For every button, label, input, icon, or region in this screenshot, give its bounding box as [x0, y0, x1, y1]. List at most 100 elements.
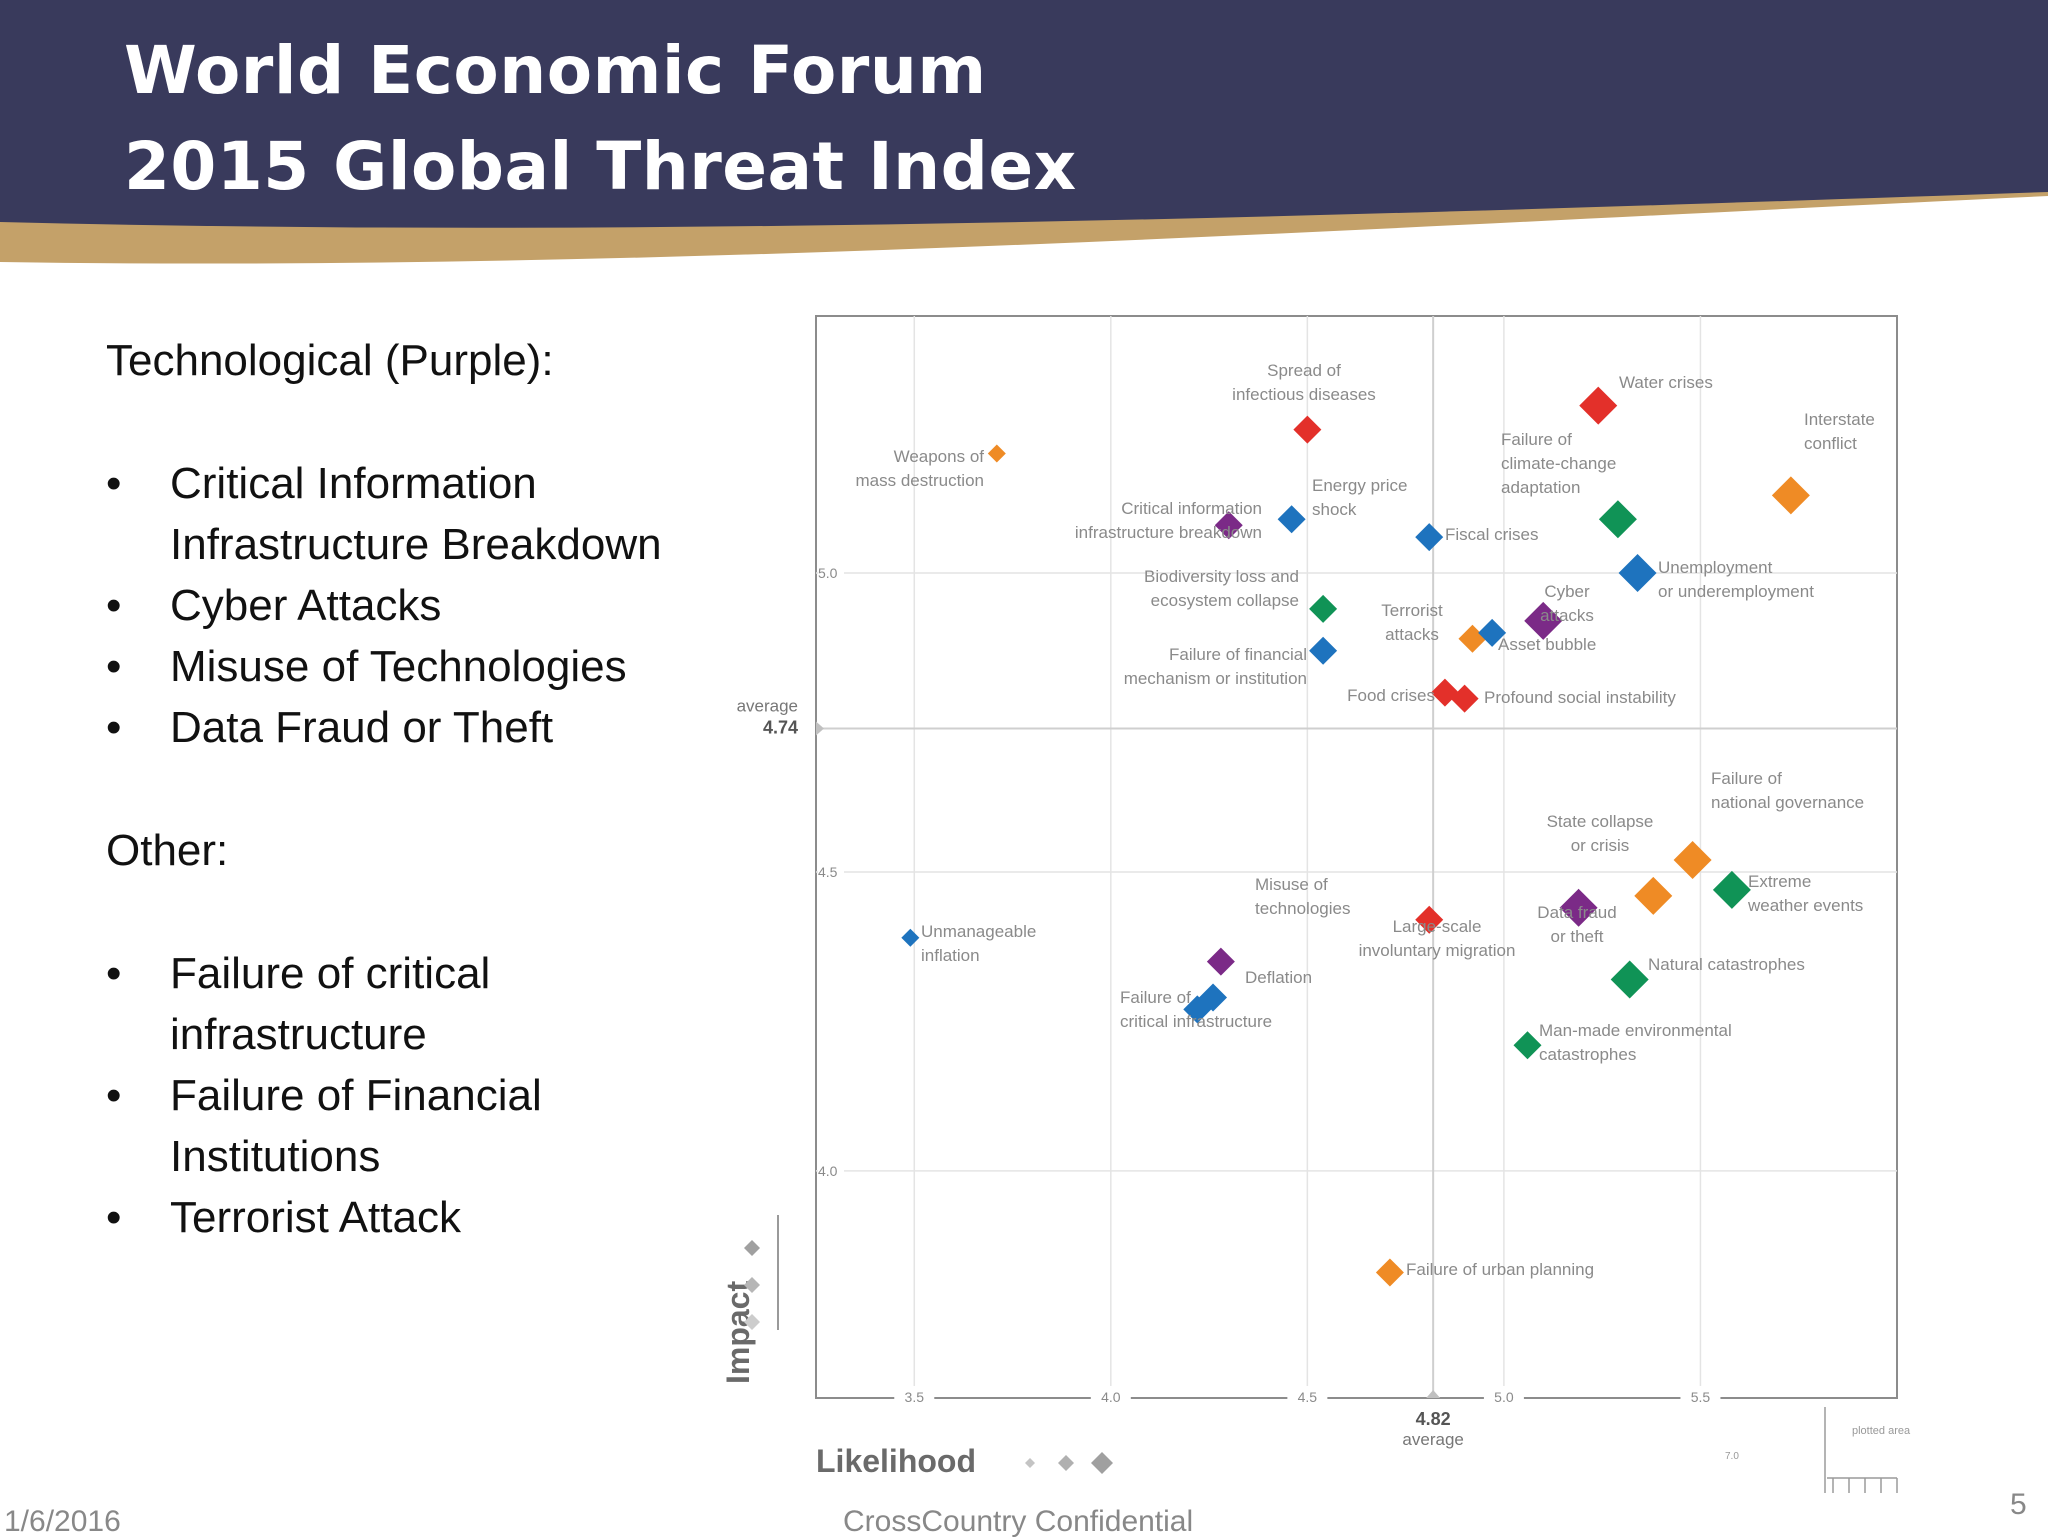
impact-scale-marker [744, 1314, 760, 1330]
risk-point [1415, 523, 1444, 552]
risk-point [1712, 870, 1751, 909]
y-tick-label-bg [818, 563, 844, 582]
y-average-marker [816, 721, 824, 736]
page-number: 5 [2010, 1488, 2027, 1521]
x-tick-label-bg [894, 1386, 935, 1406]
risk-label: Failure of critical infrastructure [1120, 988, 1272, 1031]
y-average-value: 4.74 [763, 717, 798, 737]
page-title-line-1: World Economic Forum [124, 32, 987, 109]
y-axis-title: Impact [720, 1281, 756, 1384]
y-tick-label: 5.0 [818, 565, 838, 581]
list-item: Failure of critical infrastructure [106, 943, 666, 1065]
plotted-area-value: 7.0 [1725, 1451, 1739, 1462]
likelihood-scale-marker [1058, 1455, 1074, 1471]
y-tick-label: 4.0 [818, 1163, 838, 1179]
y-tick-label-bg [818, 861, 844, 880]
risk-point [1277, 505, 1306, 534]
list-item: Misuse of Technologies [106, 636, 666, 697]
x-average-value: 4.82 [1416, 1409, 1451, 1429]
risk-label: Water crises [1619, 373, 1713, 392]
threat-notes: Technological (Purple): Critical Informa… [106, 330, 666, 1310]
risk-point [1450, 684, 1479, 713]
risk-label: Unemployment or underemployment [1658, 558, 1814, 601]
risk-label: Cyber attacks [1540, 582, 1594, 625]
x-tick-label: 5.5 [1691, 1389, 1711, 1405]
x-average-label: average [1402, 1430, 1463, 1449]
list-item: Terrorist Attack [106, 1187, 666, 1248]
risk-label: Deflation [1245, 968, 1312, 987]
risk-label: Critical information infrastructure break… [1075, 499, 1262, 542]
technological-heading: Technological (Purple): [106, 336, 554, 385]
likelihood-scale-marker [1091, 1452, 1113, 1474]
risk-label: Extreme weather events [1747, 872, 1863, 915]
risk-label: Unmanageable inflation [921, 922, 1036, 965]
other-list: Failure of critical infrastructure Failu… [106, 943, 666, 1248]
list-item: Cyber Attacks [106, 575, 666, 636]
x-tick-label-bg [1090, 1386, 1131, 1406]
x-axis-title: Likelihood [816, 1443, 976, 1479]
risk-label: Energy price shock [1312, 476, 1407, 519]
risk-point [1610, 960, 1649, 999]
risk-label: Profound social instability [1484, 688, 1676, 707]
x-tick-label: 4.0 [1101, 1389, 1121, 1405]
navy-header-band [0, 0, 2048, 228]
risk-label: Natural catastrophes [1648, 955, 1805, 974]
risk-label: Spread of infectious diseases [1232, 361, 1376, 404]
risk-point [1673, 840, 1712, 879]
x-tick-label: 3.5 [905, 1389, 925, 1405]
footer-date: 1/6/2016 [4, 1505, 121, 1538]
risk-point [901, 928, 920, 947]
y-average-label: average [737, 696, 798, 715]
plotted-area-note: plotted area [1852, 1425, 1911, 1437]
risk-point [1309, 636, 1338, 665]
x-average-marker [1426, 1390, 1441, 1398]
risk-label: Failure of climate-change adaptation [1501, 430, 1616, 497]
risk-point [1375, 1258, 1404, 1287]
list-item: Critical Information Infrastructure Brea… [106, 453, 666, 575]
technological-list: Critical Information Infrastructure Brea… [106, 453, 666, 758]
other-heading: Other: [106, 826, 229, 875]
y-tick-label: 4.5 [818, 864, 838, 880]
likelihood-scale-marker [1025, 1458, 1035, 1468]
impact-scale-marker [744, 1240, 760, 1256]
risk-point [1513, 1031, 1542, 1060]
risk-point [1771, 476, 1810, 515]
risk-label: Failure of urban planning [1406, 1260, 1594, 1279]
risk-point [1309, 594, 1338, 623]
banner-shape [0, 0, 2048, 264]
risk-label: Misuse of technologies [1255, 875, 1350, 918]
risk-label: Data fraud or theft [1537, 903, 1616, 946]
list-item: Data Fraud or Theft [106, 697, 666, 758]
x-tick-label-bg [1287, 1386, 1328, 1406]
risk-label: State collapse or crisis [1547, 812, 1654, 855]
x-tick-label-bg [1680, 1386, 1721, 1406]
y-tick-label-bg [818, 1160, 844, 1179]
impact-scale-marker [744, 1277, 760, 1293]
risk-label: Failure of national governance [1711, 769, 1864, 812]
risk-point [1598, 500, 1637, 539]
risk-label: Failure of financial mechanism or institu… [1124, 645, 1307, 688]
x-tick-label: 5.0 [1494, 1389, 1514, 1405]
risk-point [1478, 618, 1507, 647]
global-risks-chart: 3.5 4.0 4.5 5.0 5.54.04.55.04.82averageavera… [720, 315, 1911, 1493]
risk-label: Large-scale involuntary migration [1359, 917, 1516, 960]
footer-confidential: CrossCountry Confidential [843, 1505, 1194, 1538]
risk-label: Terrorist attacks [1381, 601, 1443, 644]
title-banner: World Economic Forum 2015 Global Threat … [0, 0, 2048, 280]
risk-point [1415, 905, 1444, 934]
x-tick-label-bg [1483, 1386, 1524, 1406]
risk-label: Asset bubble [1498, 635, 1596, 654]
x-tick-label: 4.5 [1298, 1389, 1318, 1405]
list-item: Failure of Financial Institutions [106, 1065, 666, 1187]
plot-frame [815, 315, 1898, 1399]
risk-point [1206, 947, 1235, 976]
risk-point [1579, 386, 1618, 425]
risk-point [1214, 511, 1243, 540]
risk-label: Man-made environmental catastrophes [1539, 1021, 1732, 1064]
risk-label: Food crises [1347, 686, 1435, 705]
risk-label: Fiscal crises [1445, 525, 1539, 544]
risk-point [1524, 601, 1563, 640]
risk-label: Weapons of mass destruction [856, 447, 985, 490]
risk-point [1183, 995, 1212, 1024]
risk-point [1559, 888, 1598, 927]
